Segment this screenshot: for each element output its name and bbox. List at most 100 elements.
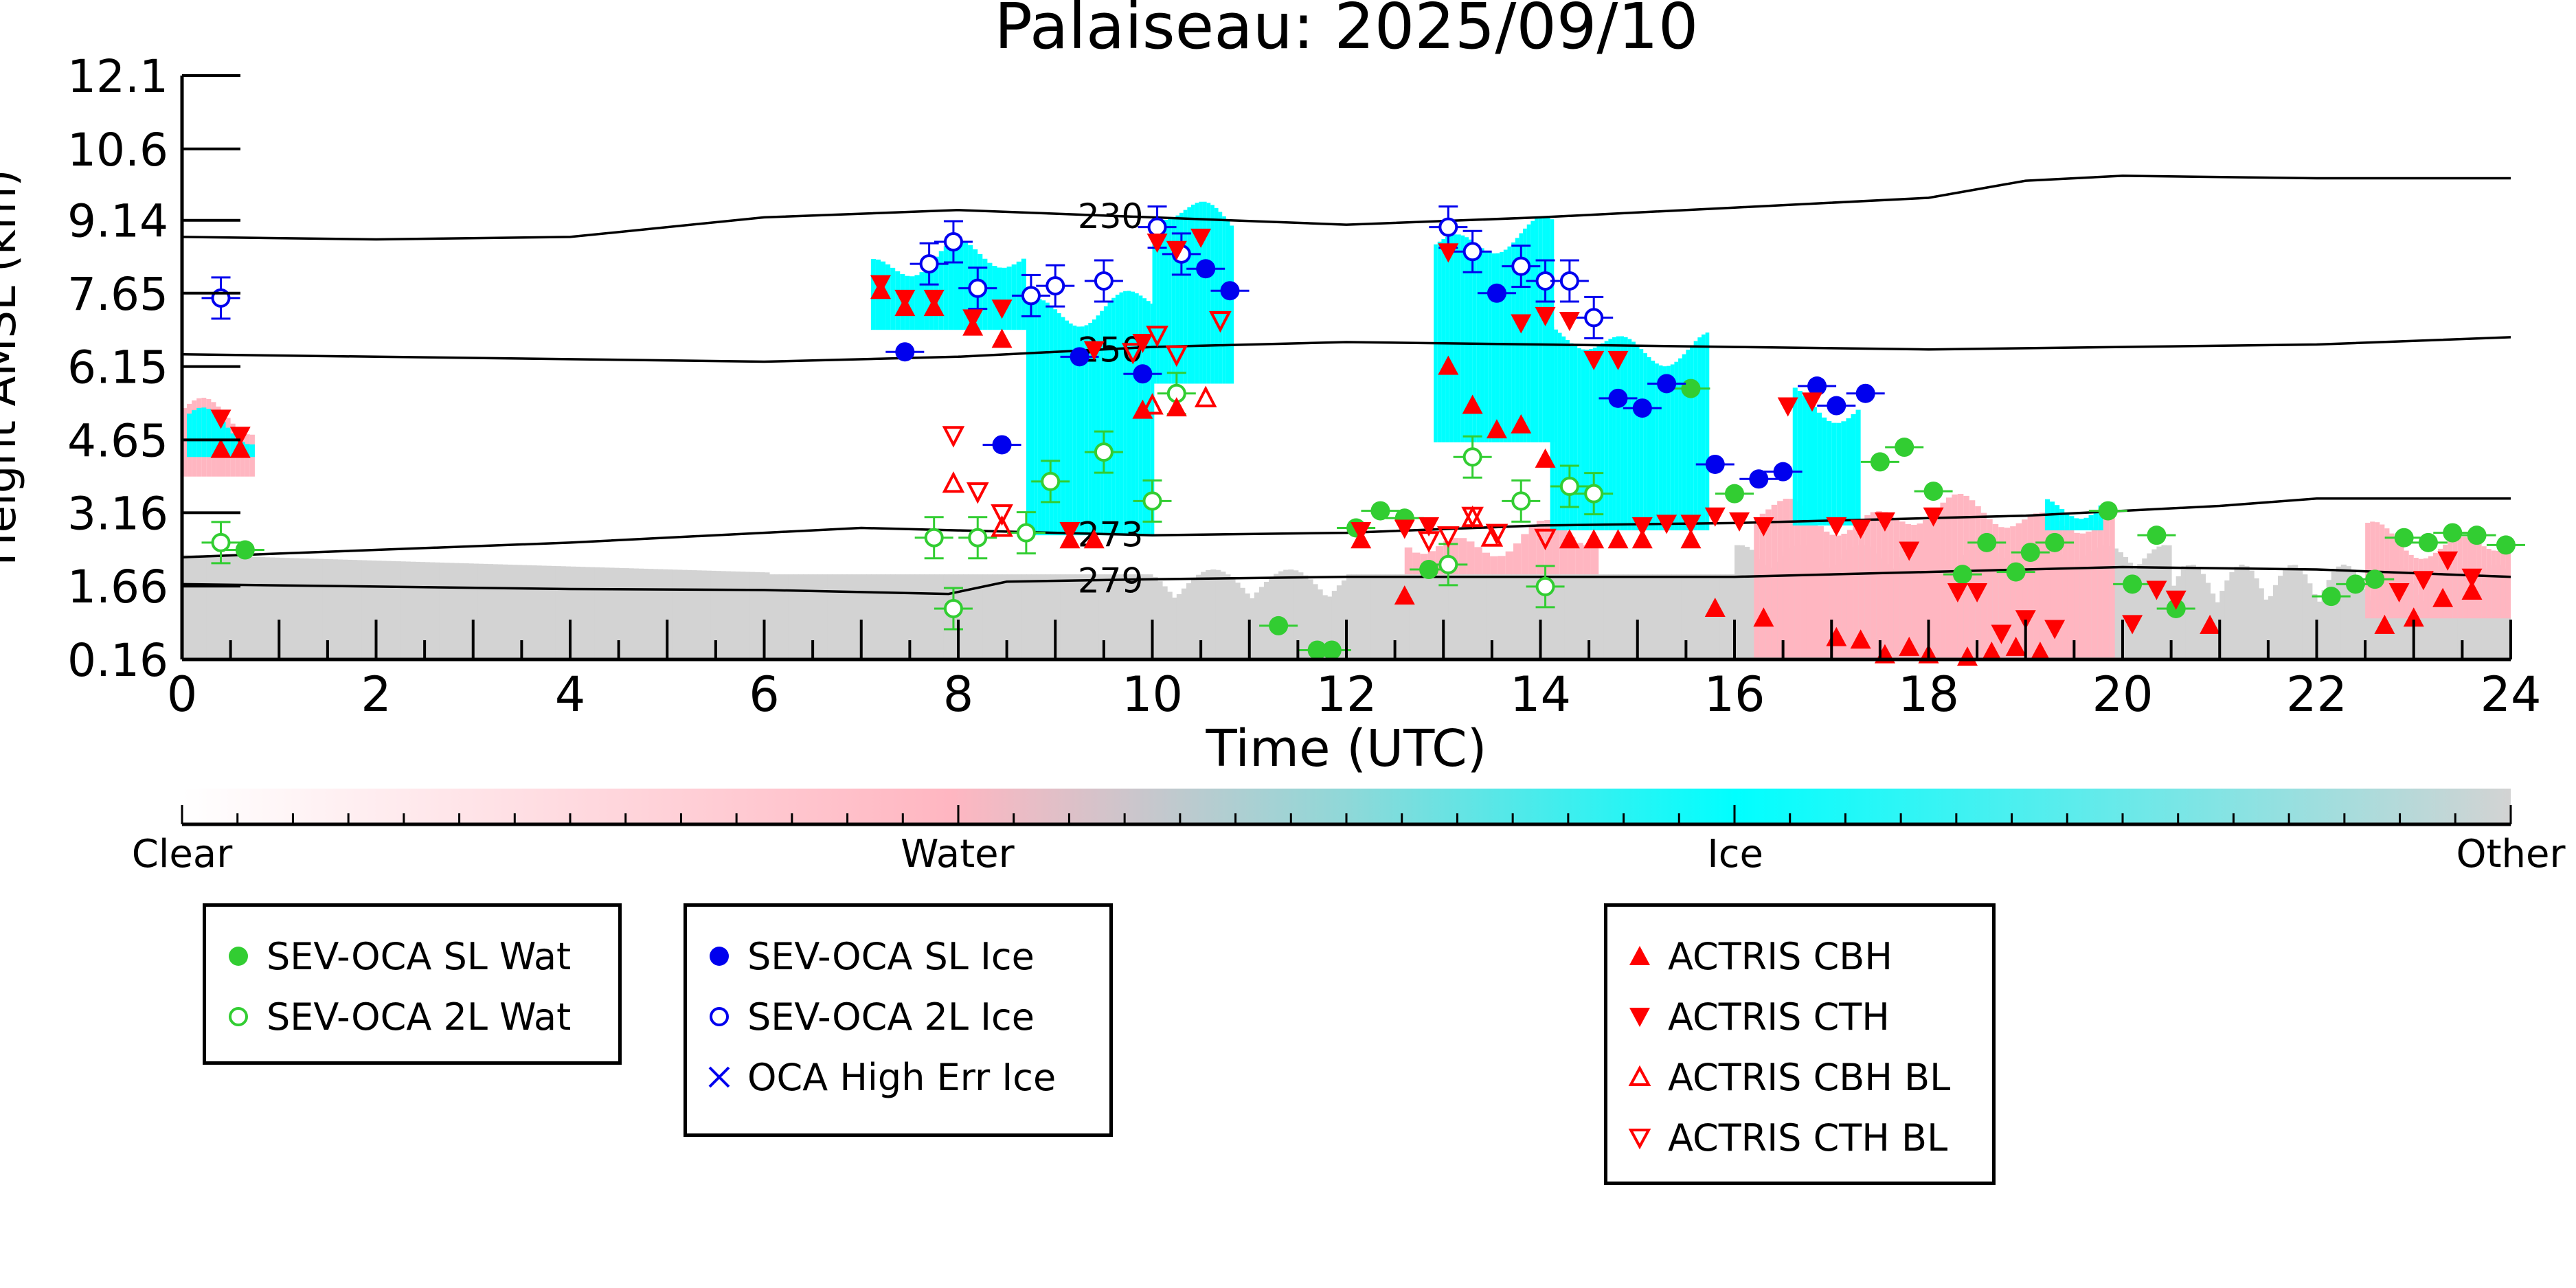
cloud-mask-other xyxy=(1647,574,1653,659)
cloud-mask-other xyxy=(681,569,688,659)
cloud-mask-ice xyxy=(1682,354,1686,531)
cloud-mask-other xyxy=(1128,574,1134,659)
cloud-mask-other xyxy=(594,567,600,659)
cloud-mask-other xyxy=(1739,545,1745,659)
cloud-mask-other xyxy=(1390,574,1396,659)
cloud-mask-other xyxy=(2345,566,2351,659)
cloud-mask-ice xyxy=(1206,203,1211,384)
cloud-mask-other xyxy=(453,563,460,659)
cloud-mask-other xyxy=(1545,574,1551,659)
cloud-mask-other xyxy=(526,565,532,659)
marker-actris-cbh xyxy=(2461,580,2483,600)
legend-label: SEV-OCA 2L Ice xyxy=(747,995,1035,1039)
cloud-mask-other xyxy=(2292,565,2298,659)
marker-sev-oca-sl-wat xyxy=(2137,526,2176,545)
cloud-mask-other xyxy=(589,567,596,659)
cloud-mask-other xyxy=(798,574,804,659)
cloud-mask-other xyxy=(376,561,382,659)
marker-sev-oca-sl-ice xyxy=(1623,398,1662,418)
cloud-mask-other xyxy=(1006,574,1013,659)
cloud-mask-other xyxy=(749,572,756,659)
cloud-mask-other xyxy=(633,568,639,659)
cloud-mask-other xyxy=(968,574,974,659)
cloud-mask-other xyxy=(2360,589,2366,659)
y-axis-label: Height AMSL (km) xyxy=(0,170,26,566)
marker-sev-oca-sl-wat xyxy=(2408,532,2448,552)
cloud-mask-other xyxy=(1074,574,1081,659)
cloud-mask-ice xyxy=(2074,518,2079,531)
cloud-mask-other xyxy=(507,564,513,659)
cloud-mask-other xyxy=(778,574,784,659)
cloud-mask-water xyxy=(1934,508,1941,658)
cloud-mask-other xyxy=(1108,574,1114,659)
cloud-mask-other xyxy=(1458,574,1464,659)
cloud-mask-other xyxy=(1579,574,1585,659)
cloud-mask-other xyxy=(216,556,222,659)
cloud-mask-ice xyxy=(1088,322,1092,536)
open-triangle-up-icon xyxy=(1628,1065,1651,1086)
cloud-mask-other xyxy=(705,570,712,659)
marker-actris-cth xyxy=(1991,624,2012,644)
cloud-mask-other xyxy=(822,574,828,659)
marker-actris-cbh xyxy=(1394,585,1415,605)
cloud-mask-other xyxy=(1535,574,1541,659)
cloud-mask-water xyxy=(1829,534,1835,658)
cloud-mask-other xyxy=(347,559,353,659)
cloud-mask-other xyxy=(885,574,892,659)
x-marker-icon xyxy=(708,1066,730,1088)
cloud-mask-other xyxy=(1613,574,1619,659)
cloud-mask-water xyxy=(1536,521,1545,575)
legend-entry-actris-cbh: ACTRIS CBH xyxy=(1624,926,1976,986)
cloud-mask-ice xyxy=(1851,414,1856,526)
cloud-mask-other xyxy=(2151,549,2158,659)
cloud-mask-ice xyxy=(1202,201,1207,384)
cloud-mask-other xyxy=(1215,569,1221,659)
cloud-mask-ice xyxy=(943,246,949,330)
cloud-mask-other xyxy=(1060,574,1066,659)
cloud-mask-other xyxy=(279,557,285,659)
cloud-mask-other xyxy=(2418,600,2424,659)
cloud-mask-water xyxy=(1568,537,1576,575)
cloud-mask-water xyxy=(2481,546,2487,619)
cloud-mask-other xyxy=(284,558,290,659)
legend-entry-oca-high-err: OCA High Err Ice xyxy=(703,1047,1093,1107)
cloud-mask-other xyxy=(745,572,751,659)
marker-actris-cbh-bl xyxy=(942,471,965,493)
cloud-mask-other xyxy=(1472,574,1478,659)
cloud-mask-ice xyxy=(1449,235,1454,442)
cloud-mask-other xyxy=(1094,574,1100,659)
cloud-mask-other xyxy=(463,563,469,659)
marker-sev-oca-sl-ice xyxy=(885,342,925,362)
x-tick-label: 6 xyxy=(749,666,780,723)
cloud-mask-other xyxy=(841,574,848,659)
cloud-mask-ice xyxy=(1030,299,1035,536)
cloud-mask-other xyxy=(2127,563,2134,659)
cloud-mask-other xyxy=(2457,579,2463,659)
marker-sev-oca-sl-ice xyxy=(1647,374,1686,394)
marker-actris-cth-bl xyxy=(991,504,1013,526)
marker-layer xyxy=(201,205,2525,666)
cloud-mask-ice xyxy=(1538,216,1543,442)
cloud-mask-other xyxy=(1293,570,1299,659)
cloud-mask-ice xyxy=(1131,291,1136,536)
cloud-mask-ice xyxy=(1515,238,1519,442)
cloud-mask-other xyxy=(2112,548,2119,659)
marker-sev-oca-sl-wat xyxy=(2088,501,2127,521)
cloud-mask-water xyxy=(2027,516,2034,658)
cloud-mask-ice xyxy=(2069,516,2075,531)
cloud-mask-other xyxy=(1453,574,1459,659)
marker-sev-oca-2l-ice xyxy=(1036,264,1075,308)
cloud-mask-ice xyxy=(1441,239,1446,442)
cloud-mask-other xyxy=(187,554,193,659)
cloud-mask-other xyxy=(837,574,843,659)
marker-sev-oca-2l-ice xyxy=(201,276,240,320)
cloud-mask-other xyxy=(1394,574,1401,659)
cloud-mask-other xyxy=(1336,585,1342,659)
cloud-mask-other xyxy=(1317,589,1323,659)
cloud-mask-ice xyxy=(1511,242,1515,442)
cloud-mask-other xyxy=(1564,574,1570,659)
cloud-mask-ice xyxy=(1519,233,1524,442)
cloud-mask-ice xyxy=(1678,358,1682,531)
marker-actris-cth-bl xyxy=(1437,526,1460,548)
